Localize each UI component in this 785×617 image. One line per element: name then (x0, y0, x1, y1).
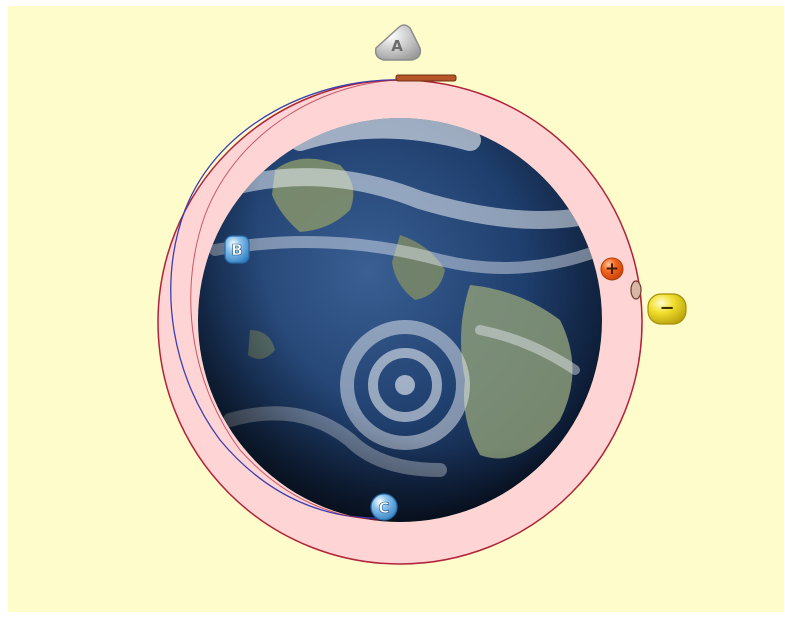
point-b-badge[interactable]: B (224, 235, 250, 264)
slow-down-button-icon (647, 293, 687, 325)
speed-up-button[interactable]: + (600, 257, 624, 281)
speed-up-label: + (605, 259, 619, 279)
thruster-bar-icon[interactable] (395, 74, 457, 82)
point-b-label: B (231, 241, 242, 259)
satellite-icon[interactable] (630, 280, 642, 300)
earth-globe-icon (198, 118, 602, 522)
point-a-badge[interactable]: A (374, 24, 422, 61)
point-c-badge-icon (370, 493, 398, 521)
slow-down-label: − (659, 298, 674, 319)
point-a-label: A (391, 37, 403, 55)
point-a-badge-icon (374, 24, 422, 61)
transfer-orbit-path (170, 79, 401, 519)
transfer-orbit-inner-path (190, 79, 401, 521)
point-c-badge[interactable]: C (370, 493, 398, 521)
point-b-badge-icon (224, 235, 250, 264)
speed-up-button-icon (600, 257, 624, 281)
point-c-label: C (378, 499, 389, 517)
slow-down-button[interactable]: − (647, 293, 687, 325)
